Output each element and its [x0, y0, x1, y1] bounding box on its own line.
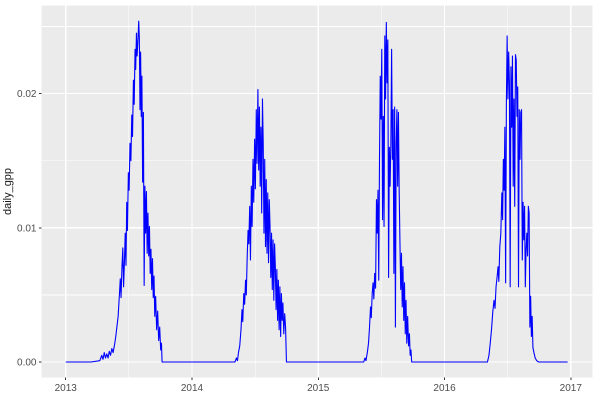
x-tick-label: 2015 [307, 383, 330, 394]
axis-tick-marks [38, 93, 572, 381]
plot-panel-background [41, 5, 593, 378]
x-tick-label: 2013 [55, 383, 78, 394]
gpp-line-series [65, 20, 568, 363]
x-tick-label: 2016 [433, 383, 456, 394]
y-tick-label: 0.00 [17, 358, 37, 369]
x-tick-label: 2014 [181, 383, 204, 394]
y-tick-label: 0.01 [17, 223, 37, 234]
y-axis-tick-labels: 0.00 0.01 0.02 [17, 89, 37, 368]
y-tick-label: 0.02 [17, 89, 37, 100]
x-axis-tick-labels: 2013 2014 2015 2016 2017 [55, 383, 583, 394]
y-axis-title: daily_gpp [2, 168, 14, 215]
major-gridlines [41, 5, 593, 378]
x-tick-label: 2017 [560, 383, 583, 394]
